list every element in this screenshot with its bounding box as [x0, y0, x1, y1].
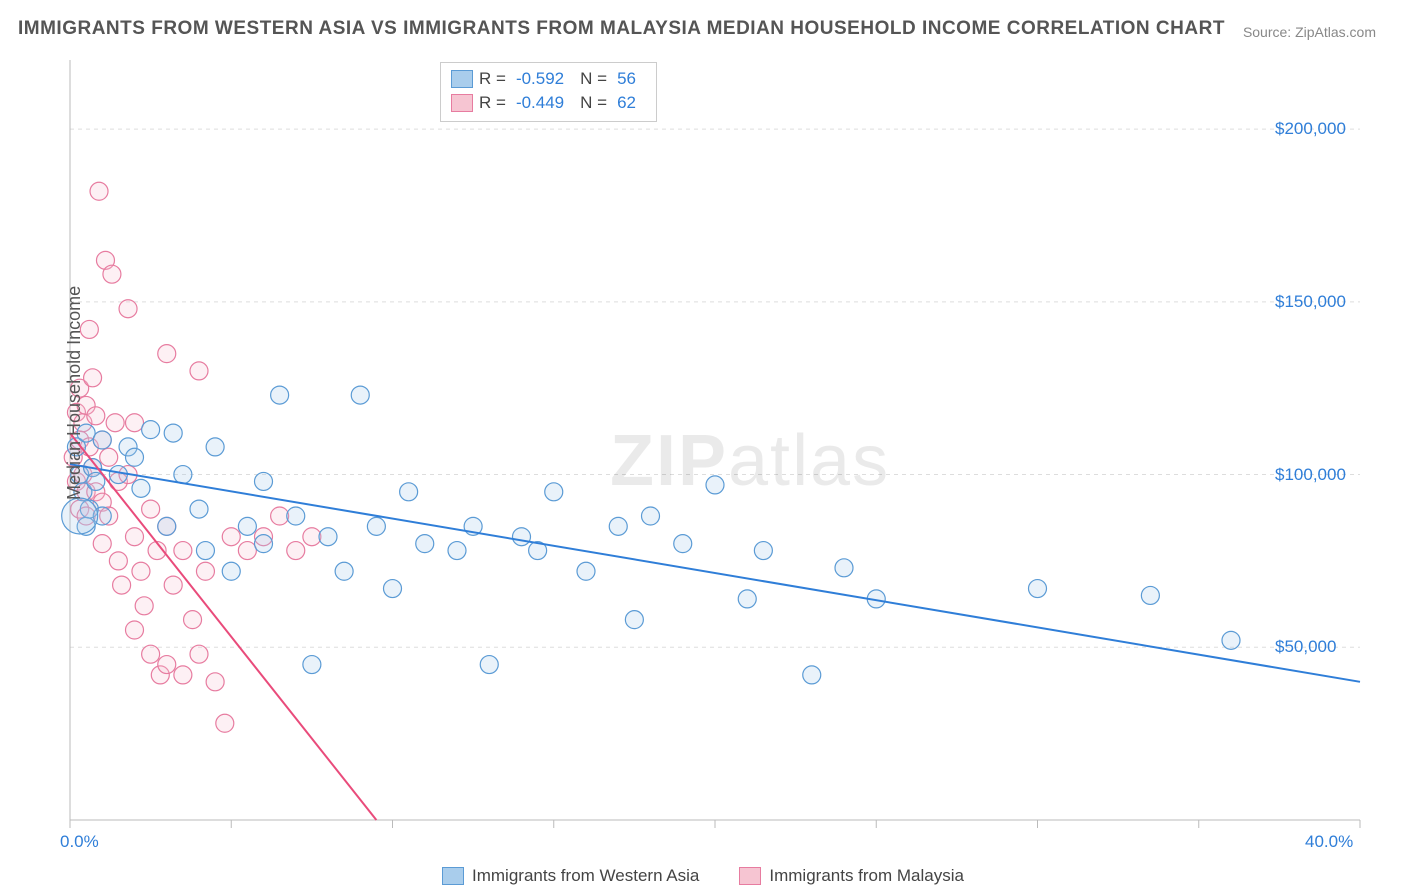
scatter-chart: ZIPatlas Median Household Income $50,000…	[50, 60, 1380, 850]
x-tick-label: 0.0%	[60, 832, 99, 852]
legend-label-1: Immigrants from Malaysia	[769, 866, 964, 886]
legend-swatch-1	[739, 867, 761, 885]
stats-swatch-1	[451, 94, 473, 112]
y-axis-title: Median Household Income	[64, 286, 85, 500]
legend-item-1: Immigrants from Malaysia	[739, 866, 964, 886]
stats-swatch-0	[451, 70, 473, 88]
chart-title: IMMIGRANTS FROM WESTERN ASIA VS IMMIGRAN…	[18, 18, 1225, 40]
stats-row-1: R = -0.449 N = 62	[451, 91, 646, 115]
stats-r-value-0: -0.592	[516, 67, 564, 91]
y-tick-label: $50,000	[1275, 637, 1336, 657]
chart-svg	[50, 60, 1380, 850]
legend-swatch-0	[442, 867, 464, 885]
stats-box: R = -0.592 N = 56 R = -0.449 N = 62	[440, 62, 657, 122]
stats-n-label: N =	[580, 91, 607, 115]
y-tick-label: $150,000	[1275, 292, 1346, 312]
stats-n-value-1: 62	[617, 91, 636, 115]
stats-n-value-0: 56	[617, 67, 636, 91]
x-tick-label: 40.0%	[1305, 832, 1353, 852]
legend-item-0: Immigrants from Western Asia	[442, 866, 699, 886]
source-label: Source: ZipAtlas.com	[1243, 24, 1376, 40]
stats-r-label: R =	[479, 91, 506, 115]
y-tick-label: $100,000	[1275, 465, 1346, 485]
stats-r-value-1: -0.449	[516, 91, 564, 115]
bottom-legend: Immigrants from Western Asia Immigrants …	[0, 866, 1406, 886]
stats-row-0: R = -0.592 N = 56	[451, 67, 646, 91]
stats-n-label: N =	[580, 67, 607, 91]
y-tick-label: $200,000	[1275, 119, 1346, 139]
stats-r-label: R =	[479, 67, 506, 91]
legend-label-0: Immigrants from Western Asia	[472, 866, 699, 886]
